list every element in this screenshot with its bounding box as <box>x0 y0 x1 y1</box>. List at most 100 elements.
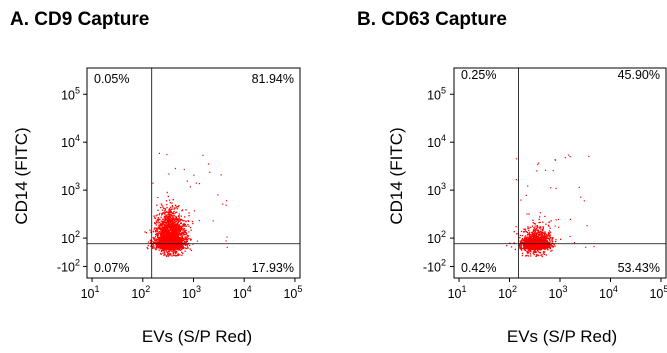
scatter-point <box>177 234 179 237</box>
scatter-point <box>176 229 178 231</box>
scatter-point <box>160 220 162 222</box>
scatter-point <box>157 226 159 229</box>
scatter-point <box>545 247 548 249</box>
scatter-point <box>181 235 183 237</box>
scatter-point <box>161 235 163 237</box>
scatter-point <box>161 244 164 246</box>
scatter-point <box>184 241 186 243</box>
scatter-point <box>156 229 158 231</box>
scatter-point <box>161 249 164 252</box>
scatter-point <box>169 247 171 250</box>
scatter-point <box>174 220 176 222</box>
quadrant-upper-left-label: 0.05% <box>94 72 129 86</box>
scatter-point <box>525 231 528 233</box>
scatter-point <box>534 227 536 229</box>
scatter-point <box>513 242 515 244</box>
scatter-point <box>178 213 180 215</box>
scatter-point <box>182 252 184 254</box>
scatter-point <box>176 235 178 238</box>
scatter-point <box>171 216 174 218</box>
scatter-point <box>527 237 529 239</box>
x-tick-label: 103 <box>182 284 201 301</box>
scatter-point <box>169 248 171 250</box>
scatter-point <box>168 246 170 248</box>
scatter-point <box>165 219 167 221</box>
scatter-point <box>535 246 537 249</box>
scatter-point <box>168 225 170 227</box>
scatter-point <box>528 248 530 250</box>
scatter-point <box>162 248 164 250</box>
scatter-point <box>523 228 525 230</box>
scatter-point <box>162 206 164 208</box>
scatter-point <box>172 241 174 243</box>
scatter-point <box>549 241 551 243</box>
scatter-point <box>174 250 176 252</box>
scatter-point <box>523 239 525 242</box>
scatter-point <box>172 254 175 257</box>
y-tick-label: -102 <box>423 257 446 274</box>
scatter-point <box>175 230 177 233</box>
scatter-point <box>165 224 167 226</box>
scatter-point <box>523 242 525 244</box>
scatter-point <box>170 215 172 217</box>
scatter-point <box>167 213 169 215</box>
scatter-point <box>545 254 547 256</box>
scatter-point <box>164 239 166 241</box>
scatter-point <box>535 237 537 239</box>
scatter-point <box>162 238 165 240</box>
scatter-point <box>174 231 176 233</box>
scatter-point <box>154 230 157 232</box>
scatter-point <box>186 240 188 243</box>
scatter-point <box>168 220 170 222</box>
scatter-point <box>182 223 184 225</box>
scatter-point <box>151 247 153 249</box>
scatter-point <box>174 229 176 231</box>
scatter-point <box>167 216 169 219</box>
scatter-point <box>179 246 181 248</box>
scatter-point <box>538 231 541 233</box>
scatter-point <box>516 233 518 235</box>
scatter-point <box>195 182 197 184</box>
scatter-point <box>535 245 537 247</box>
scatter-point <box>526 231 529 234</box>
scatter-point <box>174 233 177 235</box>
scatter-point <box>162 236 165 238</box>
scatter-point <box>178 215 180 217</box>
scatter-point <box>534 238 536 240</box>
scatter-point <box>174 249 176 251</box>
scatter-point <box>174 241 176 243</box>
scatter-point <box>548 225 550 227</box>
scatter-point <box>165 222 167 224</box>
scatter-point <box>548 221 550 223</box>
scatter-point <box>528 213 530 215</box>
scatter-point <box>164 253 166 255</box>
scatter-point <box>541 246 543 248</box>
scatter-point <box>155 233 157 236</box>
scatter-point <box>177 248 179 250</box>
scatter-point <box>519 234 521 236</box>
scatter-point <box>169 237 171 240</box>
scatter-point <box>170 206 172 208</box>
scatter-point <box>165 216 167 218</box>
scatter-point <box>164 208 167 210</box>
scatter-point <box>535 254 538 256</box>
scatter-point <box>179 244 181 246</box>
scatter-point <box>177 224 179 226</box>
scatter-point <box>226 236 228 238</box>
scatter-point <box>539 246 542 248</box>
scatter-point <box>152 231 155 233</box>
scatter-point <box>538 237 540 239</box>
scatter-point <box>170 228 172 230</box>
scatter-point <box>163 216 165 218</box>
scatter-point <box>157 219 159 221</box>
scatter-point <box>159 236 162 238</box>
scatter-point <box>155 241 157 243</box>
scatter-point <box>534 237 536 239</box>
scatter-point <box>192 222 194 225</box>
scatter-point <box>177 253 179 255</box>
scatter-point <box>173 228 175 230</box>
scatter-point <box>172 249 174 251</box>
scatter-point <box>165 221 167 223</box>
scatter-point <box>542 228 544 231</box>
scatter-point <box>529 235 531 237</box>
